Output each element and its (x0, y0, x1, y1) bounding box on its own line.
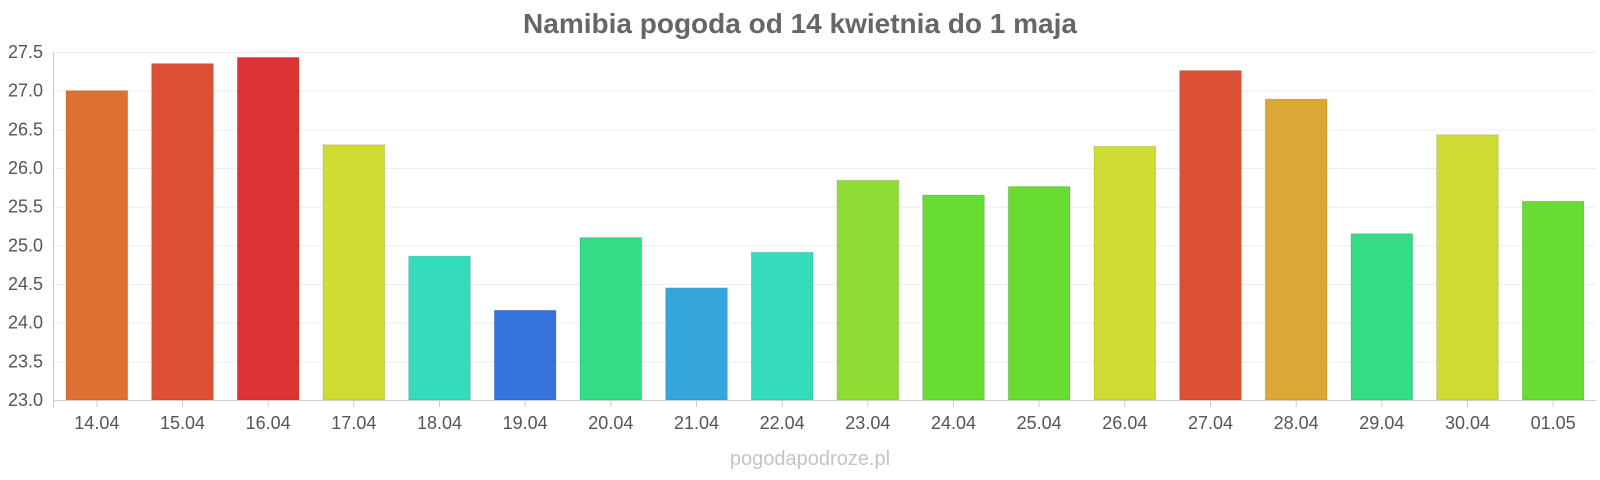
x-tick-label: 16.04 (246, 413, 291, 433)
y-tick-label: 27.0 (8, 81, 43, 101)
chart-title: Namibia pogoda od 14 kwietnia do 1 maja (523, 8, 1077, 39)
x-tick-label: 27.04 (1188, 413, 1233, 433)
bar-23.04 (836, 179, 900, 401)
x-tick-label: 28.04 (1274, 413, 1319, 433)
bar-21.04 (665, 287, 728, 401)
x-tick-label: 22.04 (760, 413, 805, 433)
x-tick-label: 15.04 (160, 413, 205, 433)
y-axis-ticks: 23.0 23.5 24.0 24.5 25.0 25.5 26.0 26.5 27.0 27.5 (8, 42, 43, 410)
x-tick-label: 18.04 (417, 413, 462, 433)
x-tick-label: 14.04 (74, 413, 119, 433)
y-tick-label: 24.5 (8, 274, 43, 294)
y-tick-label: 27.5 (8, 42, 43, 62)
bar-18.04 (408, 255, 471, 401)
bar-30.04 (1436, 134, 1499, 401)
bar-24.04 (922, 194, 985, 401)
bar-19.04 (493, 309, 557, 401)
x-tick-label: 29.04 (1359, 413, 1404, 433)
y-tick-label: 26.5 (8, 119, 43, 139)
gridlines (54, 52, 1596, 401)
bars (65, 56, 1585, 401)
bar-17.04 (322, 144, 386, 401)
x-tick-label: 20.04 (588, 413, 633, 433)
y-tick-label: 23.5 (8, 351, 43, 371)
bar-27.04 (1179, 70, 1242, 401)
watermark: pogodapodroze.pl (730, 448, 890, 470)
x-tick-label: 24.04 (931, 413, 976, 433)
x-axis-ticks: 14.04 15.04 16.04 17.04 18.04 19.04 20.04 21.04… (74, 400, 1576, 433)
bar-14.04 (65, 90, 129, 401)
y-tick-label: 25.5 (8, 197, 43, 217)
y-tick-label: 24.0 (8, 313, 43, 333)
bar-28.04 (1264, 98, 1328, 401)
bar-15.04 (151, 63, 214, 401)
x-tick-label: 19.04 (503, 413, 548, 433)
bar-26.04 (1093, 145, 1157, 401)
bar-25.04 (1007, 186, 1071, 401)
x-tick-label: 25.04 (1017, 413, 1062, 433)
x-tick-label: 01.05 (1531, 413, 1576, 433)
x-tick-label: 17.04 (331, 413, 376, 433)
bar-01.05 (1521, 200, 1585, 401)
bar-16.04 (236, 56, 300, 401)
bar-20.04 (579, 237, 643, 401)
x-tick-label: 21.04 (674, 413, 719, 433)
y-tick-label: 23.0 (8, 390, 43, 410)
x-tick-label: 23.04 (845, 413, 890, 433)
y-tick-label: 26.0 (8, 158, 43, 178)
x-tick-label: 26.04 (1102, 413, 1147, 433)
x-tick-label: 30.04 (1445, 413, 1490, 433)
bar-29.04 (1350, 233, 1414, 401)
y-tick-label: 25.0 (8, 235, 43, 255)
bar-22.04 (750, 251, 814, 401)
